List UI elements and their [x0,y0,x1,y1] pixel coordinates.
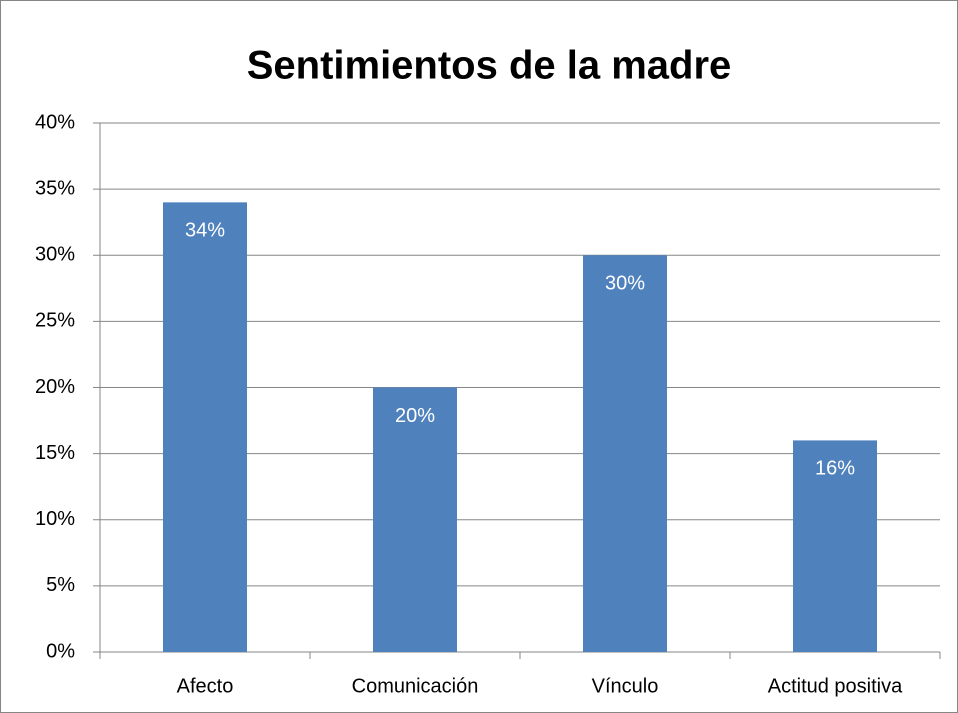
y-tick-label: 40% [35,111,75,133]
chart-title: Sentimientos de la madre [247,44,732,88]
y-tick-label: 20% [35,376,75,398]
data-label: 34% [185,220,225,242]
data-label: 16% [815,458,855,480]
bar [373,387,457,652]
y-tick-label: 30% [35,244,75,266]
y-tick-label: 25% [35,310,75,332]
bar [793,440,877,652]
x-tick-label: Vínculo [592,675,659,697]
y-tick-label: 10% [35,508,75,530]
bar [583,255,667,652]
y-tick-label: 35% [35,177,75,199]
bar [163,202,247,652]
x-tick-label: Afecto [177,675,234,697]
x-tick-label: Actitud positiva [768,675,903,697]
y-tick-label: 15% [35,442,75,464]
x-tick-label: Comunicación [352,675,479,697]
data-label: 30% [605,273,645,295]
y-tick-label: 0% [46,640,75,662]
y-tick-label: 5% [46,574,75,596]
data-label: 20% [395,405,435,427]
